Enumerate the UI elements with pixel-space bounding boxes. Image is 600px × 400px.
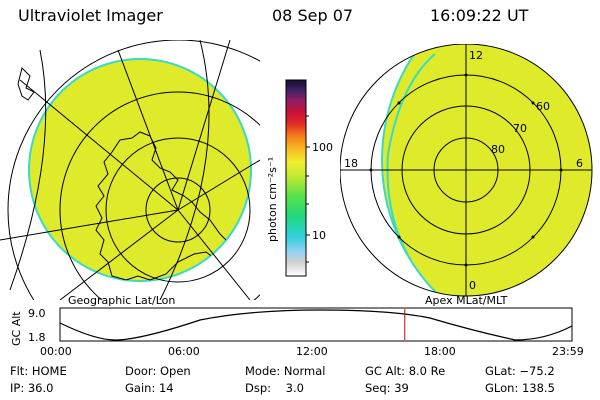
apex-disk-left-edge bbox=[386, 53, 436, 260]
mlat-label-60: 60 bbox=[536, 100, 550, 113]
coastline-antarctica bbox=[95, 131, 237, 281]
mlat-label-80: 80 bbox=[491, 143, 505, 156]
status-gain: Gain: 14 bbox=[125, 381, 174, 395]
apex-polar-plot: 12 18 6 0 60 70 80 bbox=[340, 44, 593, 297]
time-tick-2359: 23:59 bbox=[552, 345, 584, 358]
colorbar-unit: photon cm⁻²s⁻¹ bbox=[266, 157, 279, 242]
altitude-plot: GC Alt 9.0 1.8 bbox=[10, 307, 573, 346]
time-tick-1200: 12:00 bbox=[296, 345, 328, 358]
lat-circle-4 bbox=[7, 40, 260, 300]
time-tick-1800: 18:00 bbox=[424, 345, 456, 358]
apex-caption: Apex MLat/MLT bbox=[425, 294, 508, 307]
meridian-4 bbox=[0, 209, 179, 241]
meridian-3 bbox=[19, 79, 179, 211]
meridian-2 bbox=[177, 40, 231, 211]
time-label: 16:09:22 UT bbox=[430, 6, 529, 25]
meridian-6 bbox=[177, 209, 251, 300]
status-dsp: Dsp: 3.0 bbox=[245, 381, 304, 395]
lat-circle-3 bbox=[59, 91, 260, 300]
geographic-map bbox=[0, 40, 260, 300]
limb-arc-1 bbox=[9, 49, 47, 291]
meridian-1 bbox=[117, 49, 179, 211]
status-glon: GLon: 138.5 bbox=[485, 381, 555, 395]
mlt-label-6: 6 bbox=[576, 157, 583, 170]
coastline-south-america bbox=[17, 67, 35, 101]
mlt-label-0: 0 bbox=[469, 279, 476, 292]
altitude-ytick-min: 1.8 bbox=[28, 331, 46, 344]
status-glat: GLat: −75.2 bbox=[485, 364, 555, 378]
geographic-caption: Geographic Lat/Lon bbox=[68, 294, 176, 307]
auroral-disk bbox=[28, 58, 252, 282]
altitude-frame bbox=[59, 307, 573, 342]
instrument-title: Ultraviolet Imager bbox=[18, 6, 163, 25]
apex-disk bbox=[381, 44, 592, 296]
lat-circle-1 bbox=[145, 177, 211, 243]
meridian-5 bbox=[59, 209, 179, 300]
mlt-label-18: 18 bbox=[344, 157, 358, 170]
status-mode: Mode: Normal bbox=[245, 364, 326, 378]
mlt-label-12: 12 bbox=[469, 49, 483, 62]
status-door: Door: Open bbox=[125, 364, 191, 378]
colorbar: 100 10 photon cm⁻²s⁻¹ bbox=[266, 79, 333, 277]
colorbar-label-100: 100 bbox=[312, 141, 333, 154]
limb-arc-2 bbox=[159, 40, 210, 300]
colorbar-label-10: 10 bbox=[312, 229, 326, 242]
altitude-curve bbox=[59, 309, 573, 341]
status-ip: IP: 36.0 bbox=[10, 381, 54, 395]
date-label: 08 Sep 07 bbox=[272, 6, 354, 25]
status-flt: Flt: HOME bbox=[10, 364, 67, 378]
status-seq: Seq: 39 bbox=[365, 381, 409, 395]
altitude-ytick-max: 9.0 bbox=[28, 307, 46, 320]
time-tick-0000: 00:00 bbox=[40, 345, 72, 358]
altitude-axis-label: GC Alt bbox=[10, 311, 23, 346]
status-gc-alt: GC Alt: 8.0 Re bbox=[365, 364, 446, 378]
time-tick-0600: 06:00 bbox=[168, 345, 200, 358]
lat-circle-2 bbox=[105, 137, 251, 283]
colorbar-gradient bbox=[285, 79, 307, 277]
mlat-label-70: 70 bbox=[513, 122, 527, 135]
